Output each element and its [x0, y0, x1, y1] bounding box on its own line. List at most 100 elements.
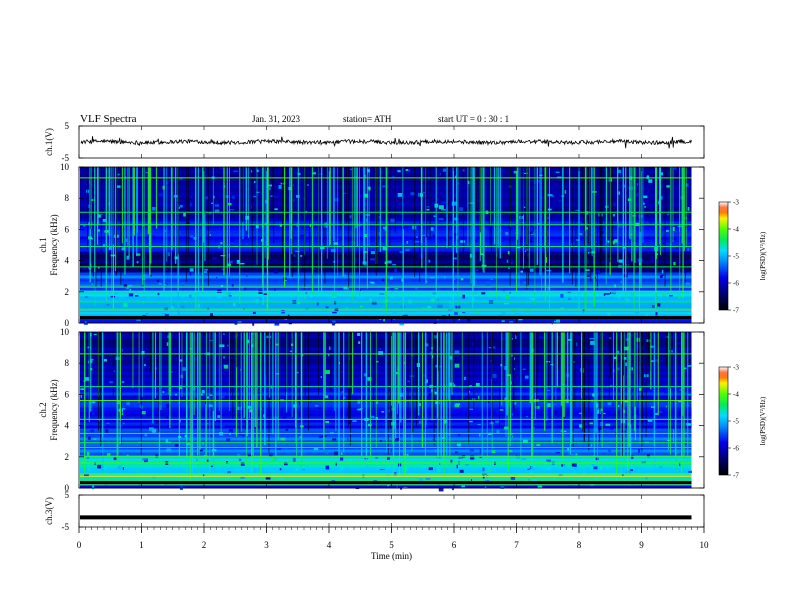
speckle-2-625	[565, 455, 567, 457]
speckle-2-281	[340, 452, 343, 455]
xtick-label-0: 0	[77, 540, 82, 550]
speckle-1-609	[325, 306, 329, 309]
speckle-2-590	[438, 487, 444, 492]
speckle-1-51	[646, 175, 650, 179]
speckle-1-399	[397, 170, 401, 173]
speckle-1-390	[256, 169, 259, 172]
speckle-1-610	[126, 255, 130, 260]
speckle-1-542	[456, 234, 458, 239]
speckle-1-181	[387, 260, 392, 264]
speckle-2-127	[613, 417, 615, 419]
speckle-1-477	[252, 322, 255, 326]
speckle-2-245	[650, 360, 655, 363]
speckle-2-276	[292, 457, 296, 462]
speckle-2-394	[573, 463, 577, 467]
speckle-2-237	[93, 438, 97, 440]
speckle-1-517	[612, 240, 615, 245]
freq-band-2-46	[80, 347, 692, 351]
speckle-2-196	[266, 486, 271, 488]
speckle-1-210	[558, 199, 564, 203]
speckle-1-62	[467, 180, 470, 185]
speckle-1-640	[471, 276, 473, 278]
speckle-2-66	[387, 409, 391, 413]
speckle-1-438	[509, 291, 511, 294]
speckle-1-403	[241, 293, 245, 296]
speckle-2-283	[582, 465, 585, 469]
speckle-2-612	[219, 344, 225, 348]
freq-band-2-6	[80, 467, 692, 471]
speckle-1-177	[513, 170, 518, 174]
speckle-2-311	[159, 334, 165, 336]
speckle-2-504	[577, 460, 581, 462]
speckle-2-211	[240, 476, 245, 479]
speckle-1-289	[296, 223, 299, 228]
speckle-1-39	[462, 312, 466, 314]
freq-band-2-18	[80, 431, 692, 435]
freq-band-1-2	[80, 314, 692, 318]
speckle-1-428	[323, 225, 328, 228]
speckle-1-425	[617, 223, 623, 228]
freq-band-1-0	[80, 320, 692, 324]
speckle-2-350	[495, 420, 500, 424]
speckle-1-10	[665, 229, 669, 232]
speckle-2-77	[454, 363, 460, 368]
ylabel-a-1: ch.1	[38, 237, 48, 252]
freq-band-2-48	[80, 341, 692, 345]
speckle-2-107	[199, 449, 203, 452]
speckle-1-60	[363, 233, 368, 237]
xtick-label-10: 10	[700, 540, 710, 550]
speckle-2-26	[469, 449, 474, 452]
speckle-2-50	[406, 453, 409, 456]
speckle-2-370	[450, 459, 453, 464]
speckle-2-415	[90, 429, 94, 433]
speckle-1-421	[97, 229, 100, 232]
speckle-2-231	[155, 423, 158, 425]
speckle-2-27	[403, 486, 408, 489]
freq-band-2-3	[80, 476, 692, 480]
speckle-2-636	[335, 462, 337, 466]
speckle-2-43	[223, 364, 229, 369]
speckle-1-71	[509, 321, 514, 324]
speckle-2-261	[275, 343, 279, 346]
speckle-1-201	[183, 306, 185, 310]
speckle-1-400	[256, 191, 260, 193]
speckle-1-387	[228, 294, 232, 297]
speckle-2-430	[178, 385, 182, 390]
speckle-1-631	[418, 254, 424, 258]
speckle-1-260	[505, 295, 510, 299]
speckle-2-139	[381, 411, 385, 413]
freq-band-2-33	[80, 386, 692, 390]
speckle-1-495	[166, 269, 168, 271]
speckle-1-491	[316, 302, 319, 306]
speckle-1-585	[453, 232, 458, 237]
speckle-1-317	[89, 266, 93, 270]
ytick-label-2-3: 6	[65, 389, 70, 399]
speckle-2-28	[458, 455, 463, 459]
speckle-2-98	[478, 395, 480, 400]
speckle-1-84	[269, 187, 271, 191]
speckle-1-173	[585, 269, 590, 271]
speckle-1-65	[474, 311, 480, 313]
speckle-2-82	[203, 339, 207, 344]
speckle-2-484	[340, 371, 343, 373]
speckle-1-208	[636, 183, 639, 186]
speckle-1-302	[551, 195, 555, 197]
speckle-2-30	[357, 332, 361, 337]
speckle-2-266	[486, 469, 492, 472]
speckle-2-187	[624, 346, 629, 351]
speckle-1-561	[408, 169, 411, 173]
speckle-2-496	[469, 390, 471, 393]
speckle-2-623	[207, 423, 209, 425]
speckle-2-513	[400, 487, 403, 490]
speckle-1-117	[295, 250, 300, 252]
speckle-2-285	[139, 404, 142, 409]
speckle-1-505	[425, 206, 430, 208]
speckle-1-315	[97, 267, 100, 269]
speckle-1-370	[84, 296, 89, 298]
speckle-2-544	[223, 333, 225, 336]
speckle-1-608	[672, 227, 675, 231]
xtick-label-2: 2	[202, 540, 207, 550]
speckle-2-216	[122, 422, 125, 425]
speckle-2-529	[226, 392, 229, 396]
speckle-2-518	[447, 433, 450, 436]
